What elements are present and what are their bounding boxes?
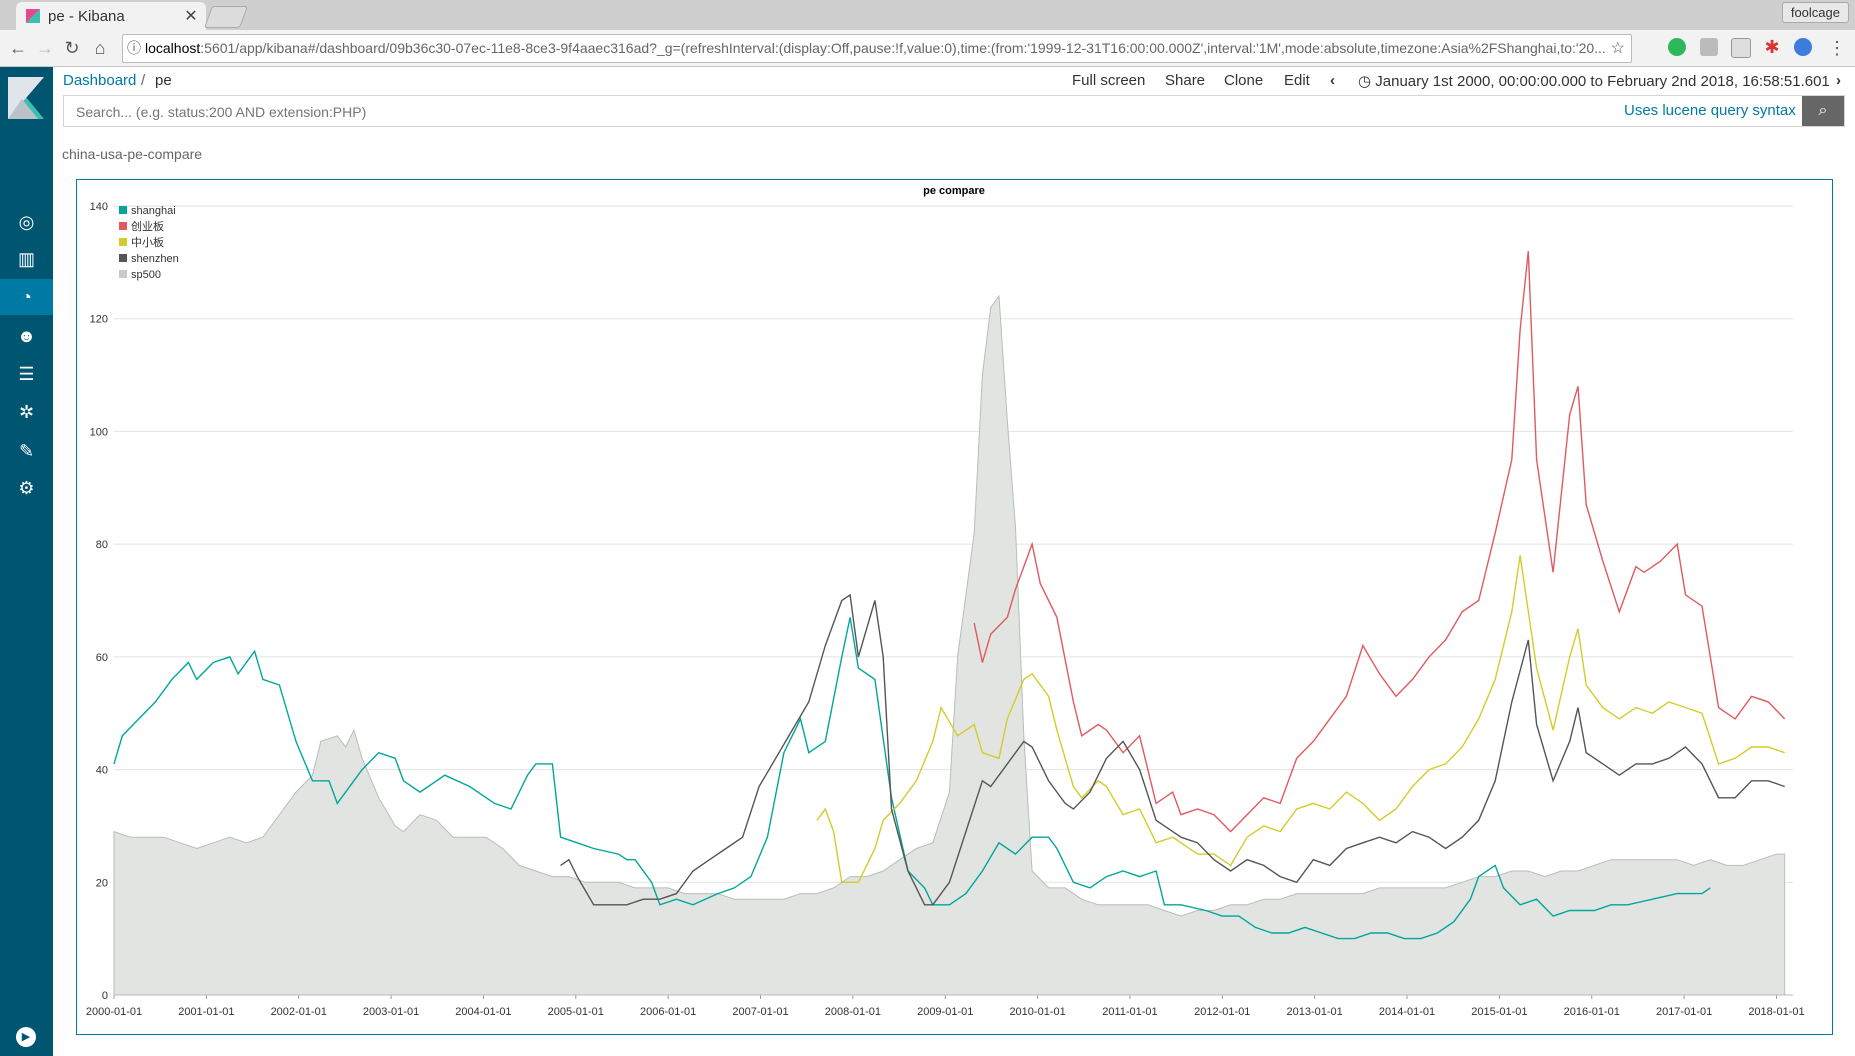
time-picker[interactable]: ◷ January 1st 2000, 00:00:00.000 to Febr… [1358,72,1830,90]
extension-cloud-icon[interactable] [1794,38,1812,56]
x-tick-label: 2003-01-01 [363,1006,419,1018]
legend-item-sp500[interactable]: sp500 [131,269,161,281]
timelion-icon[interactable]: ☻ [17,325,36,346]
home-icon[interactable]: ⌂ [94,38,106,58]
search-icon: ⌕ [1818,102,1828,119]
x-tick-label: 2013-01-01 [1287,1006,1343,1018]
series-area-sp500 [113,294,1786,996]
address-bar[interactable]: ⓘ localhost:5601/app/kibana#/dashboard/09… [122,34,1632,63]
chart-title: pe compare [923,185,985,197]
x-tick-label: 2015-01-01 [1471,1006,1527,1018]
series-line-chuangye [973,251,1786,833]
dashboard-icon[interactable]: ◔ [0,279,53,315]
legend-swatch [119,206,127,214]
x-tick-label: 2002-01-01 [271,1006,327,1018]
time-next-chevron-icon[interactable]: › [1836,72,1841,89]
breadcrumb-current: pe [155,72,172,89]
x-tick-label: 2016-01-01 [1564,1006,1620,1018]
y-tick-label: 20 [96,877,108,889]
browser-toolbar: ← → ↻ ⌂ ⓘ localhost:5601/app/kibana#/dash… [0,30,1855,67]
legend-item-shanghai[interactable]: shanghai [131,205,176,217]
x-tick-label: 2006-01-01 [640,1006,696,1018]
x-tick-label: 2005-01-01 [548,1006,604,1018]
series-line-shenzhen [560,593,1785,906]
series-line-zhongxiao [816,555,1785,883]
edit-button[interactable]: Edit [1284,72,1310,89]
collapse-sidebar-icon[interactable]: ▶ [16,1027,36,1047]
extension-pdf-icon[interactable] [1700,38,1718,56]
bookmark-star-icon[interactable]: ☆ [1610,40,1625,57]
search-button[interactable]: ⌕ [1802,96,1844,126]
browser-menu-icon[interactable]: ⋮ [1828,38,1846,58]
url-host: localhost [145,40,201,56]
x-tick-label: 2007-01-01 [732,1006,788,1018]
new-tab-button[interactable] [203,6,249,28]
clone-button[interactable]: Clone [1224,72,1264,89]
kibana-favicon-icon [26,9,40,23]
x-tick-label: 2008-01-01 [825,1006,881,1018]
y-tick-label: 0 [102,990,108,1002]
y-tick-label: 120 [90,314,108,326]
x-tick-label: 2012-01-01 [1194,1006,1250,1018]
kibana-logo-icon[interactable] [8,77,44,119]
share-button[interactable]: Share [1165,72,1206,89]
x-tick-label: 2004-01-01 [455,1006,511,1018]
x-tick-label: 2014-01-01 [1379,1006,1435,1018]
x-tick-label: 2011-01-01 [1102,1006,1157,1018]
extension-green-icon[interactable] [1668,38,1686,56]
info-icon[interactable]: ⓘ [127,40,141,56]
series-line-shanghai [113,617,1711,940]
extension-asterisk-icon[interactable]: ✱ [1764,37,1780,57]
breadcrumb-separator: / [141,72,146,89]
extension-shield-icon[interactable] [1731,38,1751,58]
management-gear-icon[interactable]: ⚙ [18,477,35,498]
kibana-sidebar: ◎ ▥ ◔ ☻ ☰ ✲ ✎ ⚙ [0,67,53,1056]
time-prev-chevron-icon[interactable]: ‹ [1330,72,1335,89]
legend-swatch [119,238,127,246]
kibana-topnav: Dashboard / pe Full screen Share Clone E… [53,67,1855,97]
tab-title: pe - Kibana [48,7,125,25]
legend-item-chuangye[interactable]: 创业板 [131,219,164,233]
legend-item-shenzhen[interactable]: shenzhen [131,253,179,265]
discover-compass-icon[interactable]: ◎ [18,211,35,232]
dev-tools-wrench-icon[interactable]: ✎ [18,440,35,461]
y-tick-label: 80 [96,539,108,551]
lucene-syntax-link[interactable]: Uses lucene query syntax [1624,102,1796,119]
x-tick-label: 2001-01-01 [178,1006,234,1018]
url-path: :5601/app/kibana#/dashboard/09b36c30-07e… [200,40,1606,56]
query-bar: Uses lucene query syntax ⌕ [63,95,1845,128]
close-tab-icon[interactable]: ✕ [184,8,198,25]
y-tick-label: 40 [96,765,108,777]
y-tick-label: 60 [96,652,108,664]
x-tick-label: 2000-01-01 [86,1006,142,1018]
legend-swatch [119,222,127,230]
apm-list-icon[interactable]: ☰ [18,363,35,384]
visualize-bar-chart-icon[interactable]: ▥ [17,248,35,269]
y-tick-label: 100 [90,426,108,438]
graph-icon[interactable]: ✲ [18,401,35,422]
y-tick-label: 140 [90,201,108,213]
dashboard-panel-title: china-usa-pe-compare [62,146,203,162]
full-screen-button[interactable]: Full screen [1072,72,1146,89]
back-arrow-icon[interactable]: ← [9,38,27,58]
browser-tabstrip: pe - Kibana ✕ foolcage [0,0,1855,30]
legend-item-zhongxiao[interactable]: 中小板 [131,235,164,249]
reload-icon[interactable]: ↻ [64,38,80,58]
x-tick-label: 2010-01-01 [1009,1006,1065,1018]
breadcrumb-dashboard-link[interactable]: Dashboard [63,72,137,89]
browser-tab[interactable]: pe - Kibana ✕ [16,2,206,30]
x-tick-label: 2017-01-01 [1656,1006,1712,1018]
forward-arrow-icon[interactable]: → [36,38,54,58]
x-tick-label: 2009-01-01 [917,1006,973,1018]
chart-panel: pe compare 0 20 40 60 80 100 120 140 2000-01-01 2… [76,179,1833,1035]
time-range-label: January 1st 2000, 00:00:00.000 to Februa… [1375,73,1830,90]
legend-swatch [119,254,127,262]
clock-icon: ◷ [1358,73,1372,90]
pe-compare-chart[interactable]: pe compare 0 20 40 60 80 100 120 140 2000-01-01 2… [77,180,1832,1034]
profile-button[interactable]: foolcage [1781,2,1849,23]
search-input[interactable] [64,96,1628,128]
x-tick-label: 2018-01-01 [1748,1006,1804,1018]
legend-swatch [119,270,127,278]
